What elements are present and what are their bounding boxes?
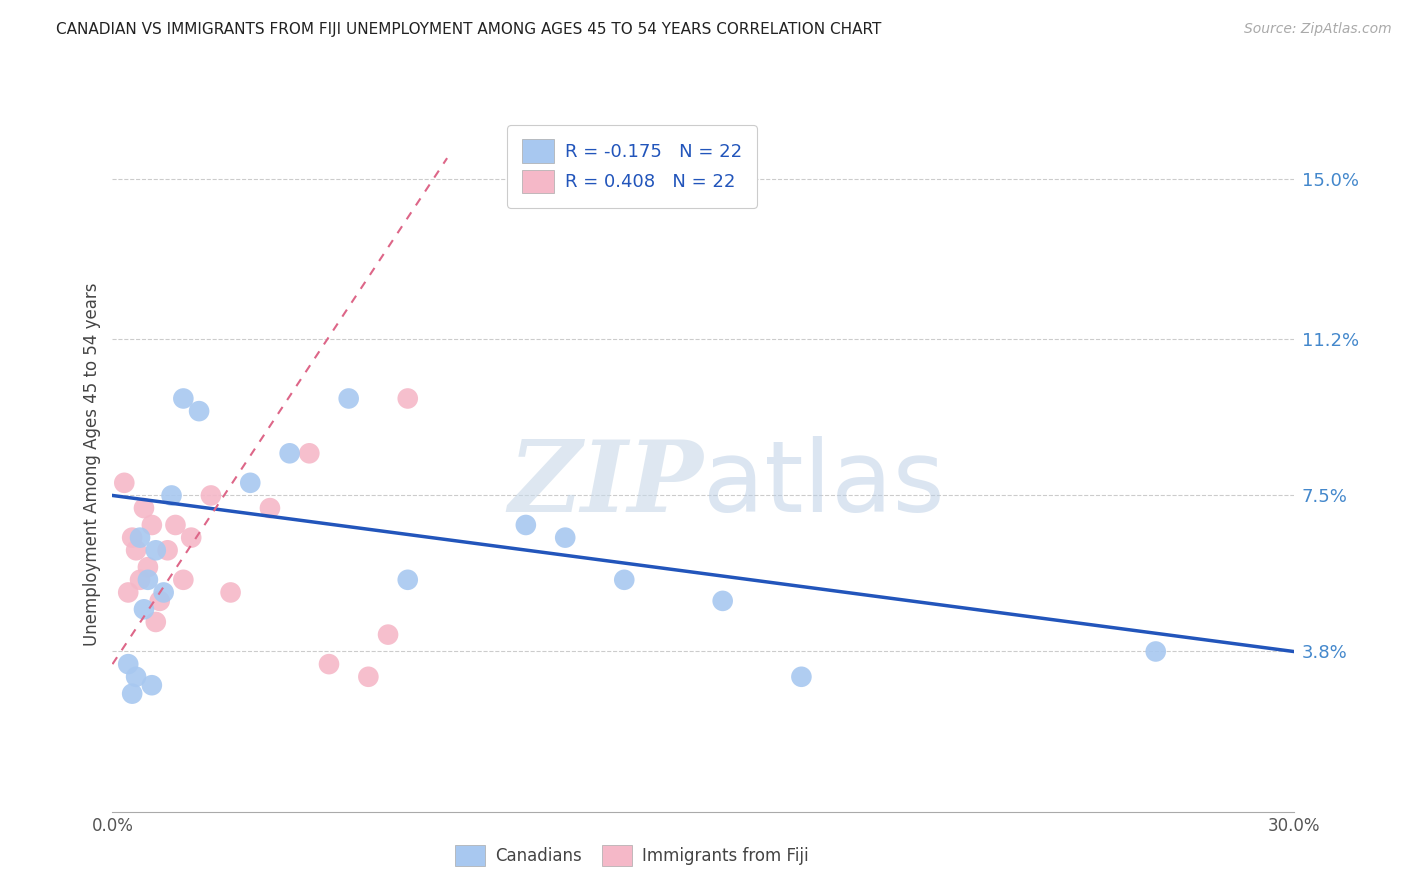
Point	[125, 670, 148, 684]
Point	[141, 678, 163, 692]
Point	[554, 531, 576, 545]
Point	[129, 531, 152, 545]
Point	[132, 501, 155, 516]
Point	[180, 531, 202, 545]
Point	[515, 518, 537, 533]
Point	[219, 585, 242, 599]
Point	[129, 573, 152, 587]
Point	[790, 670, 813, 684]
Y-axis label: Unemployment Among Ages 45 to 54 years: Unemployment Among Ages 45 to 54 years	[83, 282, 101, 646]
Point	[396, 392, 419, 406]
Text: atlas: atlas	[703, 436, 945, 533]
Point	[156, 543, 179, 558]
Point	[298, 446, 321, 460]
Point	[152, 585, 174, 599]
Point	[318, 657, 340, 672]
Legend: Canadians, Immigrants from Fiji: Canadians, Immigrants from Fiji	[449, 838, 815, 873]
Text: ZIP: ZIP	[508, 436, 703, 533]
Point	[125, 543, 148, 558]
Point	[711, 594, 734, 608]
Point	[239, 475, 262, 490]
Text: Source: ZipAtlas.com: Source: ZipAtlas.com	[1244, 22, 1392, 37]
Point	[132, 602, 155, 616]
Point	[112, 475, 135, 490]
Point	[396, 573, 419, 587]
Point	[200, 488, 222, 502]
Point	[259, 501, 281, 516]
Point	[188, 404, 211, 418]
Point	[337, 392, 360, 406]
Point	[136, 573, 159, 587]
Point	[121, 687, 143, 701]
Point	[145, 543, 167, 558]
Point	[172, 573, 194, 587]
Point	[121, 531, 143, 545]
Point	[117, 657, 139, 672]
Point	[165, 518, 187, 533]
Point	[149, 594, 172, 608]
Point	[145, 615, 167, 629]
Point	[357, 670, 380, 684]
Point	[160, 488, 183, 502]
Point	[172, 392, 194, 406]
Point	[1144, 644, 1167, 658]
Point	[136, 560, 159, 574]
Point	[377, 627, 399, 641]
Point	[117, 585, 139, 599]
Text: CANADIAN VS IMMIGRANTS FROM FIJI UNEMPLOYMENT AMONG AGES 45 TO 54 YEARS CORRELAT: CANADIAN VS IMMIGRANTS FROM FIJI UNEMPLO…	[56, 22, 882, 37]
Point	[613, 573, 636, 587]
Point	[141, 518, 163, 533]
Point	[278, 446, 301, 460]
